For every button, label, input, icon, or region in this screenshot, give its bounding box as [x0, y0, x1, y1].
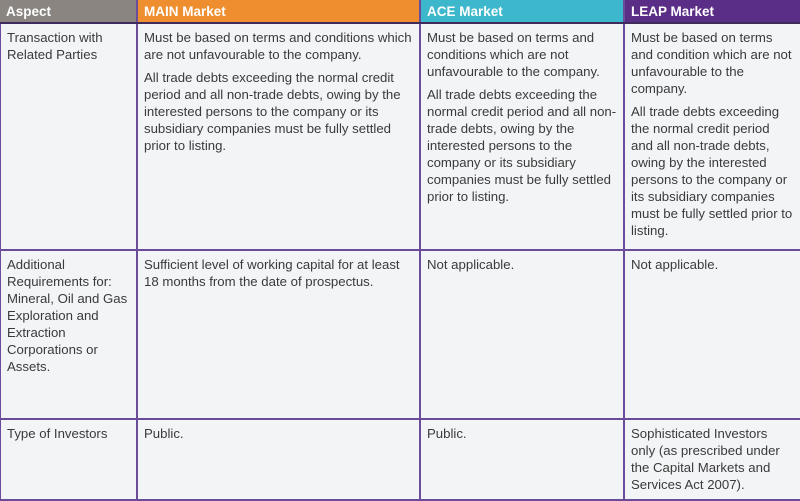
cell-paragraph: All trade debts exceeding the normal cre… [144, 70, 401, 153]
cell-paragraph: Must be based on terms and conditions wh… [144, 30, 412, 62]
cell-paragraph: All trade debts exceeding the normal cre… [427, 87, 617, 204]
cell-paragraph: Must be based on terms and conditions wh… [427, 30, 600, 79]
cell-paragraph: Must be based on terms and condition whi… [631, 30, 792, 96]
main-cell: Must be based on terms and conditions wh… [136, 23, 421, 251]
table-row: Additional Requirements for: Mineral, Oi… [0, 250, 800, 420]
ace-cell: Not applicable. [419, 250, 625, 420]
leap-cell: Sophisticated Investors only (as prescri… [623, 419, 800, 501]
table-row: Transaction with Related Parties Must be… [0, 23, 800, 251]
leap-cell: Not applicable. [623, 250, 800, 420]
header-ace-market: ACE Market [420, 0, 625, 24]
header-leap-market: LEAP Market [624, 0, 800, 24]
ace-cell: Public. [419, 419, 625, 501]
aspect-cell: Transaction with Related Parties [0, 23, 138, 251]
leap-cell: Must be based on terms and condition whi… [623, 23, 800, 251]
header-main-market: MAIN Market [137, 0, 421, 24]
header-row: Aspect MAIN Market ACE Market LEAP Marke… [0, 0, 800, 24]
main-cell: Sufficient level of working capital for … [136, 250, 421, 420]
table-row: Type of Investors Public. Public. Sophis… [0, 419, 800, 501]
main-cell: Public. [136, 419, 421, 501]
cell-paragraph: All trade debts exceeding the normal cre… [631, 104, 793, 238]
aspect-cell: Additional Requirements for: Mineral, Oi… [0, 250, 138, 420]
aspect-cell: Type of Investors [0, 419, 138, 501]
ace-cell: Must be based on terms and conditions wh… [419, 23, 625, 251]
header-aspect: Aspect [0, 0, 138, 24]
